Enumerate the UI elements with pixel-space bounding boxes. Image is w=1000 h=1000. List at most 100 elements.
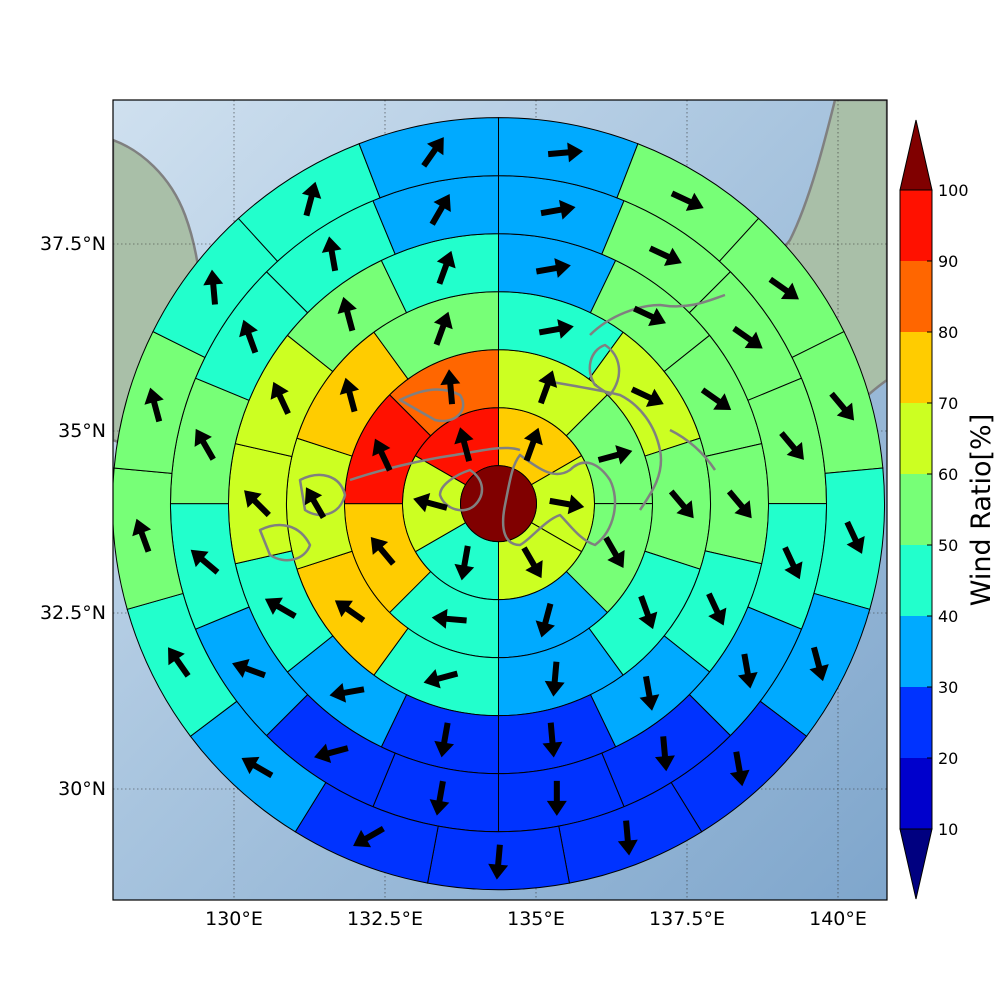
wind-arrow — [546, 780, 567, 816]
wind-arrow — [544, 661, 565, 697]
x-tick-label: 137.5°E — [649, 908, 725, 930]
colorbar-frame — [899, 189, 933, 830]
wind-arrow — [334, 600, 366, 623]
center-disk — [459, 465, 537, 543]
colorbar-segment — [900, 403, 932, 474]
wind-arrow — [329, 682, 365, 703]
colorbar-tick-label: 40 — [938, 607, 958, 626]
wind-arrow — [239, 319, 259, 354]
y-tick-label: 35°N — [58, 420, 106, 442]
wind-arrow — [304, 487, 327, 520]
wind-arrow — [639, 675, 660, 711]
wind-arrow — [440, 369, 461, 405]
wind-arrow — [244, 490, 271, 518]
colorbar: 10 20 30 40 50 60 70 80 90 100 — [899, 119, 969, 900]
wind-arrow — [844, 520, 865, 554]
wind-arrows — [132, 137, 865, 880]
wind-arrow — [436, 250, 456, 285]
wind-arrow — [538, 319, 574, 339]
coastlines — [258, 293, 726, 562]
wind-arrow — [670, 190, 704, 211]
axes-frame — [112, 99, 888, 901]
wind-arrow — [542, 722, 563, 758]
wind-arrow — [654, 736, 675, 772]
wind-arrow — [535, 602, 555, 638]
colorbar-segment — [900, 687, 932, 758]
wind-arrow — [668, 489, 694, 519]
wind-arrow — [638, 595, 658, 630]
wind-arrow — [603, 536, 625, 568]
colorbar-tick-label: 20 — [938, 749, 958, 768]
colorbar-tick-label: 10 — [938, 820, 958, 839]
wind-arrow — [782, 546, 803, 580]
colorbar-segment — [900, 616, 932, 687]
wind-arrow — [706, 592, 727, 626]
y-axis: 30°N 32.5°N 35°N 37.5°N — [40, 233, 106, 800]
wind-arrow — [547, 142, 584, 163]
wind-arrow — [370, 536, 396, 566]
wind-arrow — [630, 386, 664, 407]
wind-arrow — [353, 825, 385, 848]
wind-arrow — [700, 387, 732, 411]
colorbar-segment — [900, 190, 932, 261]
wind-arrow — [168, 647, 191, 678]
wind-arrow — [729, 751, 750, 787]
wind-arrow — [454, 427, 474, 462]
wind-arrow — [549, 494, 585, 515]
wind-arrow — [241, 756, 274, 779]
x-tick-label: 132.5°E — [347, 908, 423, 930]
x-tick-label: 140°E — [809, 908, 867, 930]
colorbar-tick-label: 30 — [938, 678, 958, 697]
x-axis: 130°E 132.5°E 135°E 137.5°E 140°E — [205, 908, 867, 930]
colorbar-extend-min — [899, 828, 933, 900]
colorbar-segment — [900, 545, 932, 616]
wind-arrow — [144, 387, 164, 423]
wind-arrow — [232, 659, 266, 679]
wind-arrow — [431, 608, 467, 629]
wind-arrow — [617, 820, 638, 856]
wind-arrow — [413, 492, 448, 513]
wind-arrow — [540, 199, 576, 220]
colorbar-segment — [900, 758, 932, 829]
wind-arrow — [372, 438, 393, 472]
wind-arrow — [648, 245, 682, 266]
wind-arrow — [726, 489, 752, 519]
wind-arrow — [203, 269, 224, 305]
wind-arrow — [264, 597, 297, 619]
wind-arrow — [809, 646, 829, 682]
colorbar-segment — [900, 332, 932, 403]
colorbar-extend-max — [899, 119, 933, 191]
colorbar-tick-label: 60 — [938, 465, 958, 484]
wind-arrow — [732, 325, 763, 349]
wind-arrow — [423, 669, 459, 689]
colorbar-tick-label: 50 — [938, 536, 958, 555]
wind-arrow — [190, 549, 220, 575]
wind-arrow — [194, 428, 216, 461]
wind-arrow — [314, 743, 349, 763]
x-tick-label: 135°E — [507, 908, 565, 930]
wind-arrow — [301, 181, 322, 217]
x-tick-label: 130°E — [205, 908, 263, 930]
wind-arrow — [433, 311, 453, 346]
colorbar-tick-label: 100 — [938, 181, 969, 200]
wind-arrow — [632, 305, 666, 327]
wind-arrow — [779, 431, 804, 460]
colorbar-segment — [900, 261, 932, 332]
colorbar-tick-label: 90 — [938, 252, 958, 271]
wind-arrow — [768, 276, 799, 300]
y-tick-label: 30°N — [58, 778, 106, 800]
wind-arrow — [535, 258, 571, 278]
wind-arrow — [454, 545, 475, 581]
colorbar-label: Wind Ratio[%] — [966, 414, 997, 606]
wind-arrow — [429, 780, 450, 816]
wind-arrow — [521, 546, 543, 579]
wind-arrow — [434, 722, 455, 758]
colorbar-tick-label: 80 — [938, 323, 958, 342]
wind-arrow — [429, 193, 451, 226]
wind-arrow — [488, 844, 509, 880]
wind-sectors — [113, 117, 885, 891]
wind-arrow — [829, 391, 855, 421]
wind-arrow — [421, 137, 444, 168]
wind-arrow — [523, 427, 543, 462]
